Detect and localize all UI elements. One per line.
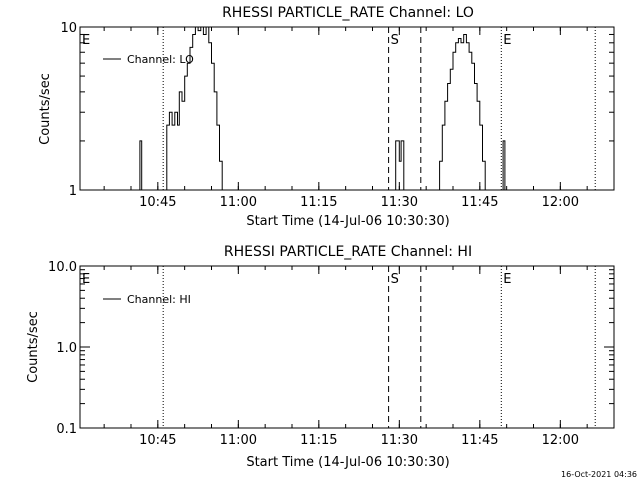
plot-frame (79, 26, 615, 191)
plot-frame (79, 265, 615, 429)
event-marker-label: E (503, 33, 511, 48)
y-tick-label: 1.0 (56, 341, 77, 356)
series-line (138, 26, 506, 191)
y-tick-label: 10 (60, 21, 77, 36)
x-tick-label: 11:45 (461, 195, 498, 210)
x-axis-label: Start Time (14-Jul-06 10:30:30) (246, 214, 449, 229)
x-tick-label: 12:00 (542, 433, 579, 448)
x-tick-label: 10:45 (139, 195, 176, 210)
panel-hi: RHESSI PARTICLE_RATE Channel: HI Counts/… (26, 244, 615, 470)
x-tick-label: 12:00 (542, 195, 579, 210)
y-axis-label: Counts/sec (38, 73, 53, 145)
event-marker-label: E (82, 272, 90, 287)
legend-label: Channel: LO (127, 53, 194, 66)
x-tick-label: 10:45 (139, 433, 176, 448)
x-tick-label: 11:30 (381, 195, 418, 210)
x-tick-label: 11:45 (461, 433, 498, 448)
chart-title: RHESSI PARTICLE_RATE Channel: LO (222, 5, 474, 21)
event-marker-label: S (391, 33, 399, 48)
event-marker-label: E (82, 33, 90, 48)
x-tick-label: 11:15 (300, 195, 337, 210)
x-tick-label: 11:30 (381, 433, 418, 448)
panel-lo: RHESSI PARTICLE_RATE Channel: LO Counts/… (38, 5, 615, 229)
legend: Channel: LO (103, 53, 194, 66)
x-tick-label: 11:00 (220, 433, 257, 448)
y-tick-label: 10.0 (48, 260, 77, 275)
x-tick-label: 11:00 (220, 195, 257, 210)
y-tick-label: 1 (69, 184, 77, 199)
chart-title: RHESSI PARTICLE_RATE Channel: HI (224, 244, 472, 260)
footer-timestamp: 16-Oct-2021 04:36 (561, 470, 637, 479)
y-axis-label: Counts/sec (26, 311, 41, 383)
event-marker-label: S (391, 272, 399, 287)
legend-label: Channel: HI (127, 293, 191, 306)
legend: Channel: HI (103, 293, 191, 306)
event-marker-label: E (503, 272, 511, 287)
x-axis-label: Start Time (14-Jul-06 10:30:30) (246, 455, 449, 470)
x-tick-label: 11:15 (300, 433, 337, 448)
y-tick-label: 0.1 (56, 422, 77, 437)
